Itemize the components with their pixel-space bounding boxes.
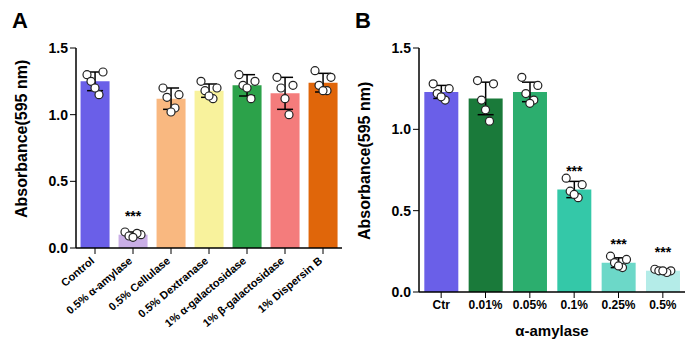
- svg-text:0.1%: 0.1%: [560, 298, 588, 312]
- html-text:B: B: [355, 8, 371, 33]
- html-text:A: A: [12, 8, 28, 33]
- svg-text:0.25%: 0.25%: [601, 298, 635, 312]
- svg-text:0.5: 0.5: [49, 173, 69, 189]
- svg-text:0.5% Dextranase: 0.5% Dextranase: [135, 254, 211, 320]
- svg-text:***: ***: [566, 163, 583, 179]
- svg-text:0.5: 0.5: [392, 203, 412, 219]
- svg-text:1% Dispersin B: 1% Dispersin B: [255, 254, 324, 315]
- svg-text:0.5% α-amylase: 0.5% α-amylase: [64, 254, 135, 316]
- svg-text:0.05%: 0.05%: [513, 298, 547, 312]
- svg-text:***: ***: [610, 236, 627, 252]
- svg-text:1.0: 1.0: [392, 121, 412, 137]
- svg-text:1.0: 1.0: [49, 107, 69, 123]
- svg-text:0.01%: 0.01%: [468, 298, 502, 312]
- svg-text:1.5: 1.5: [49, 40, 69, 56]
- svg-text:***: ***: [655, 244, 672, 260]
- svg-text:Control: Control: [58, 254, 97, 289]
- svg-text:0.5%: 0.5%: [649, 298, 677, 312]
- svg-text:***: ***: [125, 208, 142, 224]
- svg-text:Absorbance(595 nm): Absorbance(595 nm): [13, 60, 30, 218]
- svg-text:1% β-galactosidase: 1% β-galactosidase: [200, 254, 287, 330]
- svg-text:Absorbance(595 nm): Absorbance(595 nm): [356, 82, 373, 240]
- svg-text:α-amylase: α-amylase: [515, 322, 588, 339]
- svg-text:Ctr: Ctr: [432, 298, 450, 312]
- svg-text:1.5: 1.5: [392, 40, 412, 56]
- svg-text:1% α-galactosidase: 1% α-galactosidase: [162, 254, 249, 330]
- svg-text:0.5% Cellulase: 0.5% Cellulase: [106, 254, 172, 312]
- svg-text:0.0: 0.0: [392, 284, 412, 300]
- svg-text:0.0: 0.0: [49, 240, 69, 256]
